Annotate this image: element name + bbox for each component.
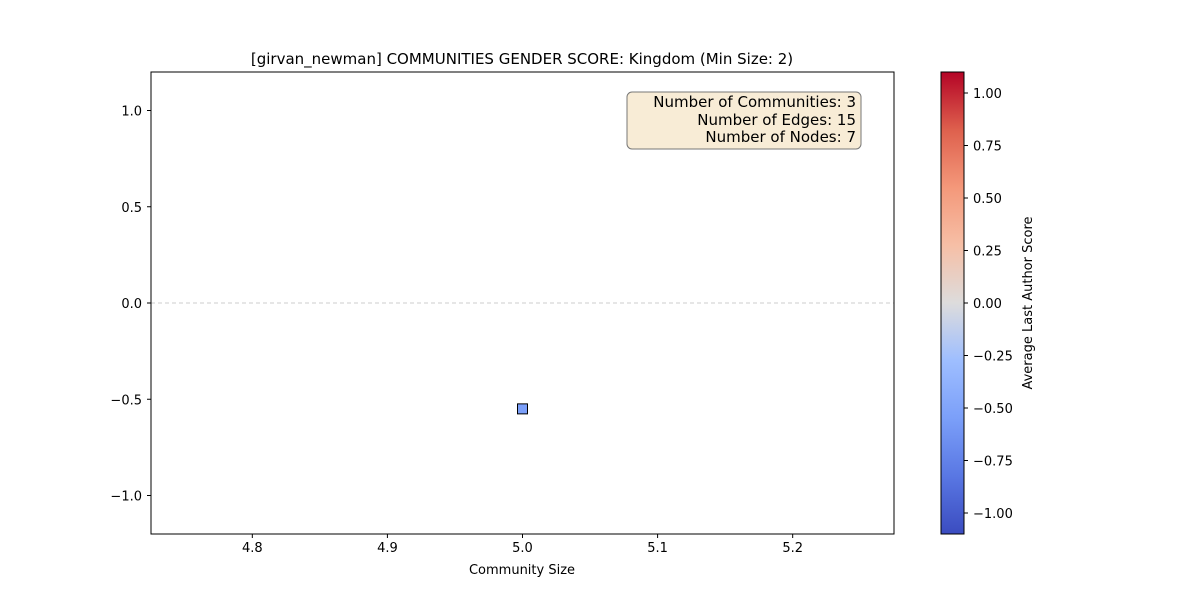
x-tick-label: 5.2 <box>782 541 803 556</box>
colorbar-tick-label: −0.75 <box>973 455 1013 470</box>
info-box-background <box>626 91 862 150</box>
x-tick-label: 4.9 <box>377 541 398 556</box>
colorbar-gradient <box>940 71 965 535</box>
colorbar-label: Average Last Author Score <box>1021 216 1036 389</box>
colorbar-tick-label: −0.25 <box>973 350 1013 365</box>
colorbar-tick-label: 0.50 <box>973 192 1002 207</box>
info-edges: Number of Edges: 15 <box>697 111 856 129</box>
colorbar-tick-label: 0.75 <box>973 140 1002 155</box>
x-tick-label: 5.1 <box>647 541 668 556</box>
x-tick-label: 5.0 <box>512 541 533 556</box>
colorbar-tick-label: 0.25 <box>973 245 1002 260</box>
y-tick-label: 0.0 <box>121 297 142 312</box>
y-tick-label: −1.0 <box>110 490 142 505</box>
chart-title: [girvan_newman] COMMUNITIES GENDER SCORE… <box>251 50 793 69</box>
y-tick-label: 1.0 <box>121 105 142 120</box>
info-nodes: Number of Nodes: 7 <box>705 128 856 146</box>
colorbar-tick-label: −0.50 <box>973 402 1013 417</box>
plot-frame <box>150 71 895 535</box>
info-box: Number of Communities: 3 Number of Edges… <box>626 91 862 150</box>
y-tick-label: 0.5 <box>121 201 142 216</box>
colorbar: −1.00 −0.75 −0.50 −0.25 0.00 0.25 0.50 0.75 1.00… <box>940 71 1036 535</box>
y-tick-label: −0.5 <box>110 393 142 408</box>
x-axis-label: Community Size <box>469 563 575 578</box>
x-tick-label: 4.8 <box>242 541 263 556</box>
colorbar-tick-label: 0.00 <box>973 297 1002 312</box>
data-point <box>517 403 528 415</box>
colorbar-tick-label: 1.00 <box>973 87 1002 102</box>
info-communities: Number of Communities: 3 <box>653 93 856 111</box>
colorbar-tick-label: −1.00 <box>973 507 1013 522</box>
